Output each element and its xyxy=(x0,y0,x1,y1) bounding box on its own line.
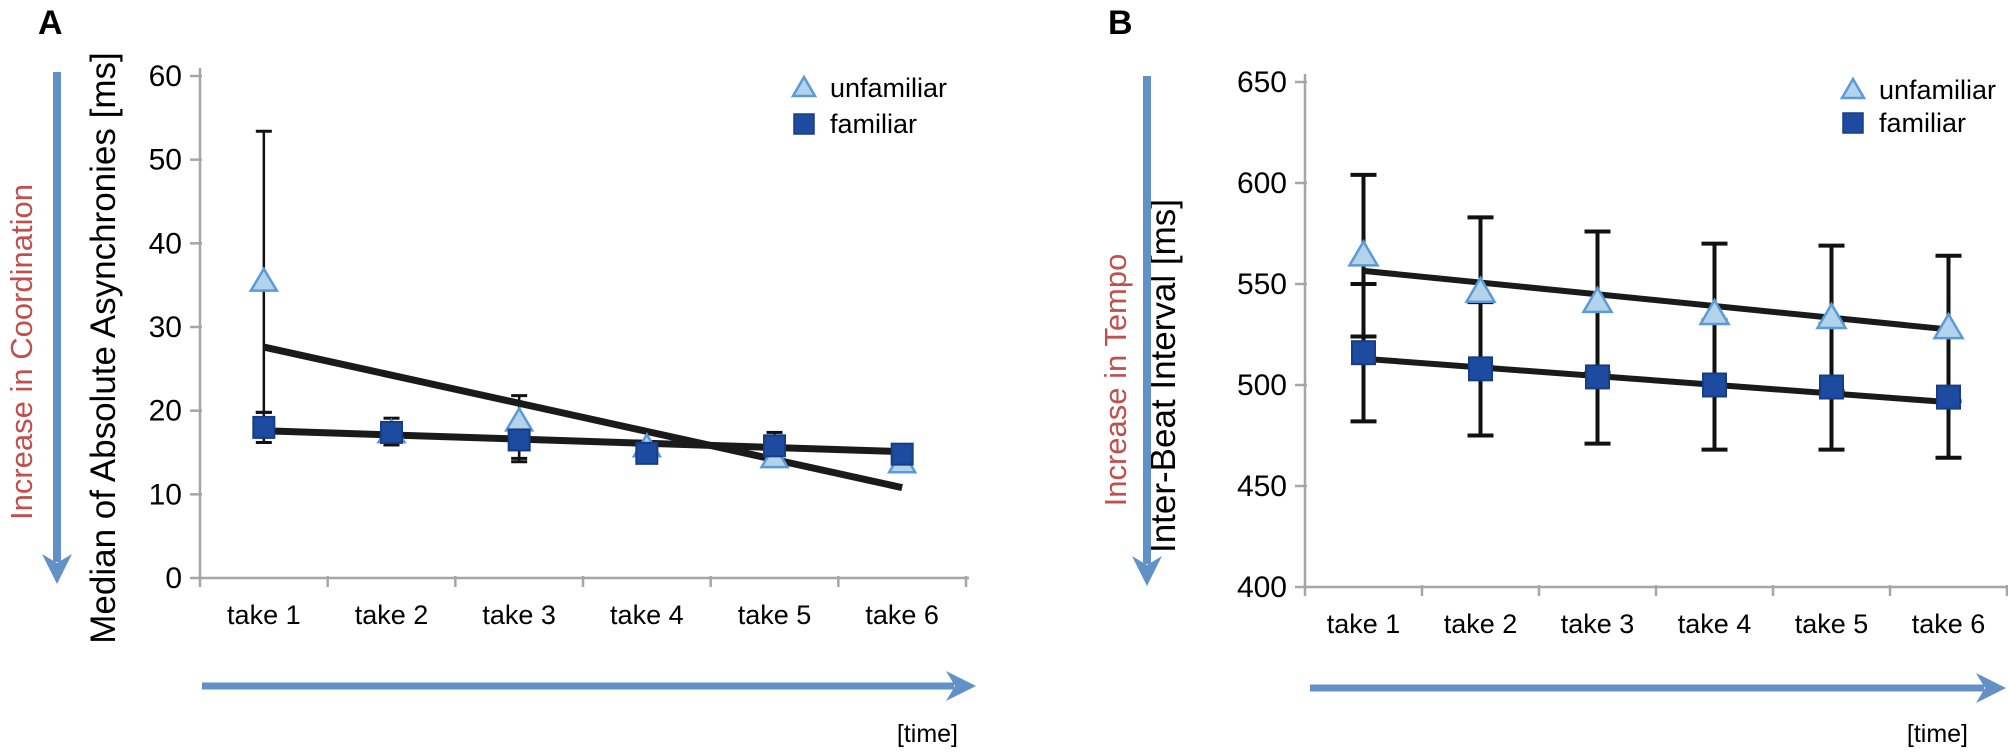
x-category-label: take 6 xyxy=(1912,609,1986,639)
legend-marker-familiar-icon xyxy=(793,113,815,135)
data-point-unfamiliar xyxy=(1464,275,1497,303)
x-category-label: take 2 xyxy=(355,600,429,630)
data-point-unfamiliar xyxy=(1581,285,1614,314)
chart-panel-a: 60 50 40 30 20 10 0 take 1 take 2 take 3 take 4 tak… xyxy=(42,60,976,748)
legend-marker-unfamiliar-icon xyxy=(790,74,818,98)
data-point-unfamiliar xyxy=(1932,311,1965,340)
y-tick-label: 10 xyxy=(149,478,182,511)
data-point-familiar xyxy=(380,420,403,444)
data-point-familiar xyxy=(1702,372,1727,398)
x-category-label: take 3 xyxy=(482,600,556,630)
panel-letter-a: A xyxy=(38,4,63,42)
y-tick-label: 450 xyxy=(1237,470,1287,503)
data-point-familiar xyxy=(635,441,659,465)
data-point-familiar xyxy=(1585,364,1610,390)
data-point-familiar xyxy=(1936,384,1961,410)
data-point-familiar xyxy=(1819,374,1844,400)
y-tick-label: 20 xyxy=(149,395,182,428)
panel-letter-b: B xyxy=(1108,4,1133,42)
legend-label-unfamiliar: unfamiliar xyxy=(1879,75,1996,105)
x-category-label: take 5 xyxy=(1795,609,1869,639)
time-axis-label: [time] xyxy=(897,720,958,748)
x-category-label: take 1 xyxy=(227,600,301,630)
time-arrow-head-icon xyxy=(946,671,976,701)
y-tick-label: 40 xyxy=(149,227,182,260)
legend-marker-familiar-icon xyxy=(1842,112,1864,134)
data-point-unfamiliar xyxy=(1347,238,1380,267)
y-tick-label: 600 xyxy=(1237,167,1287,200)
x-category-label: take 4 xyxy=(1678,609,1752,639)
y-tick-label: 550 xyxy=(1237,268,1287,301)
chart-panel-b: 650 600 550 500 450 400 take 1 take 2 take 3 take… xyxy=(1132,66,2008,748)
increase-arrow-head-icon xyxy=(42,554,72,584)
data-point-familiar xyxy=(890,442,914,466)
legend-label-unfamiliar: unfamiliar xyxy=(830,73,947,103)
x-category-label: take 4 xyxy=(610,600,684,630)
time-axis-label: [time] xyxy=(1907,720,1968,748)
trend-line-familiar xyxy=(263,427,903,456)
y-tick-label: 60 xyxy=(149,60,182,93)
data-point-familiar xyxy=(507,428,531,452)
x-category-label: take 2 xyxy=(1444,609,1518,639)
x-category-label: take 6 xyxy=(865,600,939,630)
y-tick-label: 50 xyxy=(149,144,182,177)
data-point-unfamiliar xyxy=(1815,301,1848,330)
time-arrow-head-icon xyxy=(1976,673,2006,703)
y-tick-label: 650 xyxy=(1237,66,1287,99)
y-tick-label: 30 xyxy=(149,311,182,344)
data-point-familiar xyxy=(763,434,786,458)
y-tick-label: 500 xyxy=(1237,369,1287,402)
trend-line-familiar xyxy=(1363,355,1949,406)
data-point-familiar xyxy=(1351,340,1376,366)
data-point-familiar xyxy=(252,415,276,439)
data-point-familiar xyxy=(1468,356,1493,382)
x-category-label: take 3 xyxy=(1561,609,1635,639)
x-category-label: take 5 xyxy=(738,600,812,630)
y-tick-label: 0 xyxy=(165,562,182,595)
x-category-label: take 1 xyxy=(1327,609,1401,639)
legend-label-familiar: familiar xyxy=(830,109,917,139)
panel-a: A Increase in Coordination Median of Abs… xyxy=(4,4,976,748)
legend-marker-unfamiliar-icon xyxy=(1839,76,1867,100)
y-tick-label: 400 xyxy=(1237,571,1287,604)
trend-line-unfamiliar xyxy=(263,343,903,492)
trend-line-unfamiliar xyxy=(1363,267,1949,333)
increase-arrow-head-icon xyxy=(1132,556,1162,586)
data-point-unfamiliar xyxy=(1698,297,1731,326)
panel-b: B Increase in Tempo Inter-Beat Interval … xyxy=(1004,0,2008,756)
data-point-unfamiliar xyxy=(248,266,280,292)
data-point-unfamiliar xyxy=(503,406,535,432)
legend-label-familiar: familiar xyxy=(1879,108,1966,138)
